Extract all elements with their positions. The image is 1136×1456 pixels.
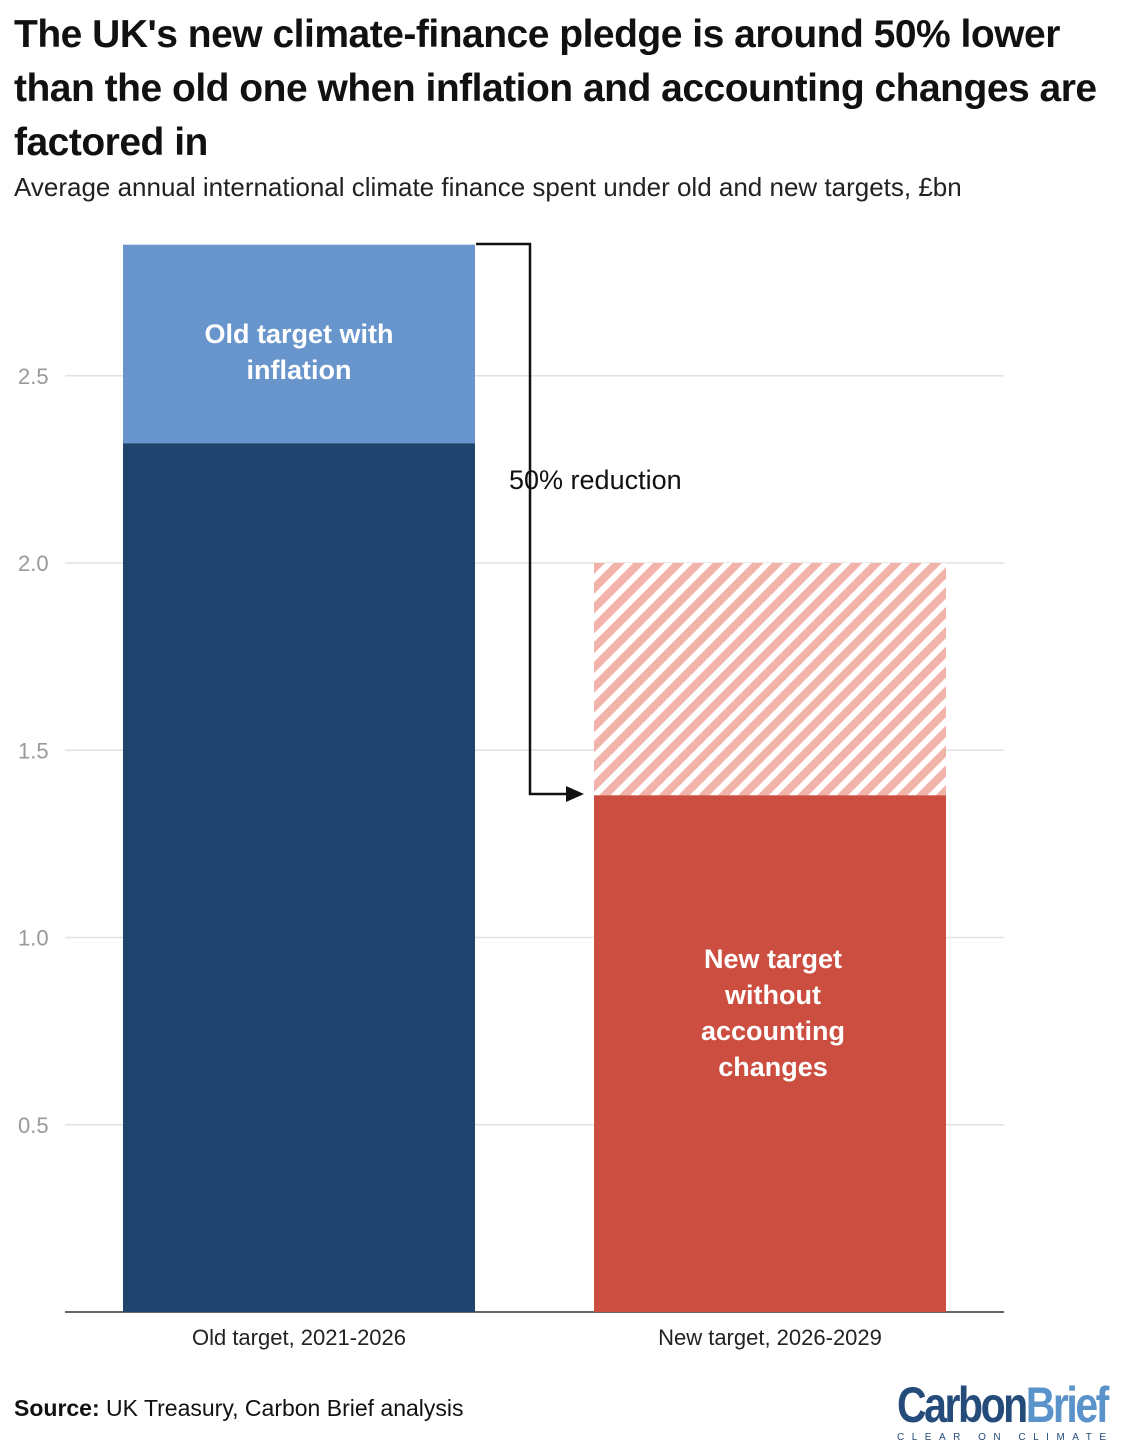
bar-label-new: New target without accounting changes [701,944,845,1082]
chart-subtitle: Average annual international climate fin… [14,172,962,202]
bar-label-old: Old target with inflation [205,319,394,385]
logo-part2: Brief [1025,1377,1110,1433]
logo-tagline: CLEAR ON CLIMATE [897,1432,1114,1443]
carbon-brief-logo: CarbonBrief CLEAR ON CLIMATE [897,1380,1119,1443]
source-text: UK Treasury, Carbon Brief analysis [99,1395,464,1421]
x-tick-label: New target, 2026-2029 [658,1325,882,1350]
bar-segment [123,244,475,444]
arrow-head-icon [566,786,584,802]
y-tick-label: 2.5 [18,364,49,389]
reduction-annotation: 50% reduction [509,465,682,495]
x-tick-label: Old target, 2021-2026 [192,1325,406,1350]
bar-segment [123,443,475,1312]
logo-part1: Carbon [897,1377,1028,1433]
source-label: Source: [14,1395,100,1421]
bar-segment [594,795,946,1312]
y-tick-label: 1.0 [18,926,49,951]
y-tick-label: 0.5 [18,1113,49,1138]
chart-title: The UK's new climate-finance pledge is a… [14,13,1097,164]
y-tick-label: 2.0 [18,551,49,576]
chart: 0.5 1.0 1.5 2.0 2.5 Old target, 2021-2026 New … [18,242,1004,1350]
bar-segment [594,563,946,796]
source-note: Source: UK Treasury, Carbon Brief analys… [14,1395,464,1422]
y-tick-label: 1.5 [18,738,49,763]
reduction-arrow-line [476,242,572,796]
